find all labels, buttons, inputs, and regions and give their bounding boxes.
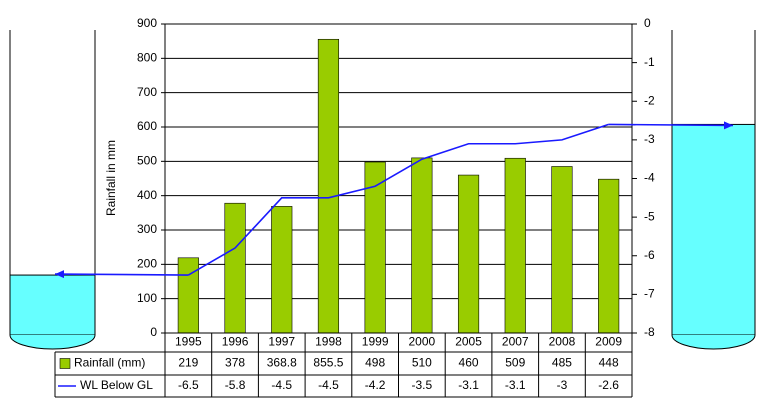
y-tick-label: 900 [137, 16, 157, 30]
x-tick-label: 2008 [549, 335, 576, 349]
y2-tick-label: -4 [644, 171, 655, 185]
y-tick-label: 100 [137, 291, 157, 305]
bar [177, 257, 199, 334]
bar [504, 157, 526, 334]
bar [317, 38, 340, 334]
x-tick-label: 2005 [455, 335, 482, 349]
y2-tick-label: -2 [644, 93, 655, 107]
water [9, 274, 96, 336]
legend-swatch [59, 358, 71, 369]
y-axis-title: Rainfall in mm [104, 140, 118, 216]
x-tick-label: 1998 [315, 335, 342, 349]
x-tick-label: 2007 [502, 335, 529, 349]
y-tick-label: 0 [150, 325, 157, 339]
table-value: 855.5 [313, 356, 343, 370]
bar [598, 178, 620, 334]
table-value: 485 [552, 356, 572, 370]
table-value: -4.5 [318, 378, 339, 392]
y-tick-label: 200 [137, 257, 157, 271]
arrow-head [55, 270, 64, 279]
bar [411, 157, 433, 334]
legend-label: Rainfall (mm) [74, 356, 145, 370]
table-value: 378 [225, 356, 245, 370]
table-value: -3.5 [412, 378, 433, 392]
y-tick-label: 700 [137, 85, 157, 99]
y2-tick-label: -5 [644, 209, 655, 223]
table-value: 448 [599, 356, 619, 370]
y-tick-label: 400 [137, 188, 157, 202]
water [671, 123, 756, 336]
cylinder-bottom [9, 334, 96, 350]
cylinder-bottom [671, 334, 756, 350]
bar [457, 174, 480, 334]
x-tick-label: 1995 [175, 335, 202, 349]
legend-label: WL Below GL [80, 378, 153, 392]
y-tick-label: 300 [137, 222, 157, 236]
y-tick-label: 600 [137, 119, 157, 133]
x-tick-label: 2009 [595, 335, 622, 349]
table-value: -3.1 [458, 378, 479, 392]
table-value: -4.2 [365, 378, 386, 392]
y-tick-label: 800 [137, 51, 157, 65]
y2-tick-label: -8 [644, 325, 655, 339]
table-value: -4.5 [271, 378, 292, 392]
x-tick-label: 1997 [268, 335, 295, 349]
table-value: 368.8 [267, 356, 297, 370]
table-value: 510 [412, 356, 432, 370]
table-value: -6.5 [178, 378, 199, 392]
y2-tick-label: -3 [644, 132, 655, 146]
line [187, 123, 609, 276]
x-tick-label: 1996 [222, 335, 249, 349]
arrow-head [724, 121, 733, 130]
x-tick-label: 1999 [362, 335, 389, 349]
bar [551, 166, 573, 334]
y2-tick-label: -1 [644, 55, 655, 69]
y2-tick-label: -6 [644, 248, 655, 262]
y2-tick-label: 0 [644, 16, 651, 30]
table-value: 509 [505, 356, 525, 370]
table-value: -5.8 [225, 378, 246, 392]
table-value: 460 [459, 356, 479, 370]
y2-tick-label: -7 [644, 287, 655, 301]
table-value: 498 [365, 356, 385, 370]
bar [271, 206, 293, 334]
table-value: 219 [178, 356, 198, 370]
bar [224, 202, 246, 334]
table-value: -3 [557, 378, 568, 392]
table-value: -3.1 [505, 378, 526, 392]
arrow [54, 273, 189, 276]
table-value: -2.6 [598, 378, 619, 392]
arrow [608, 123, 734, 127]
y-tick-label: 500 [137, 154, 157, 168]
x-tick-label: 2000 [408, 335, 435, 349]
